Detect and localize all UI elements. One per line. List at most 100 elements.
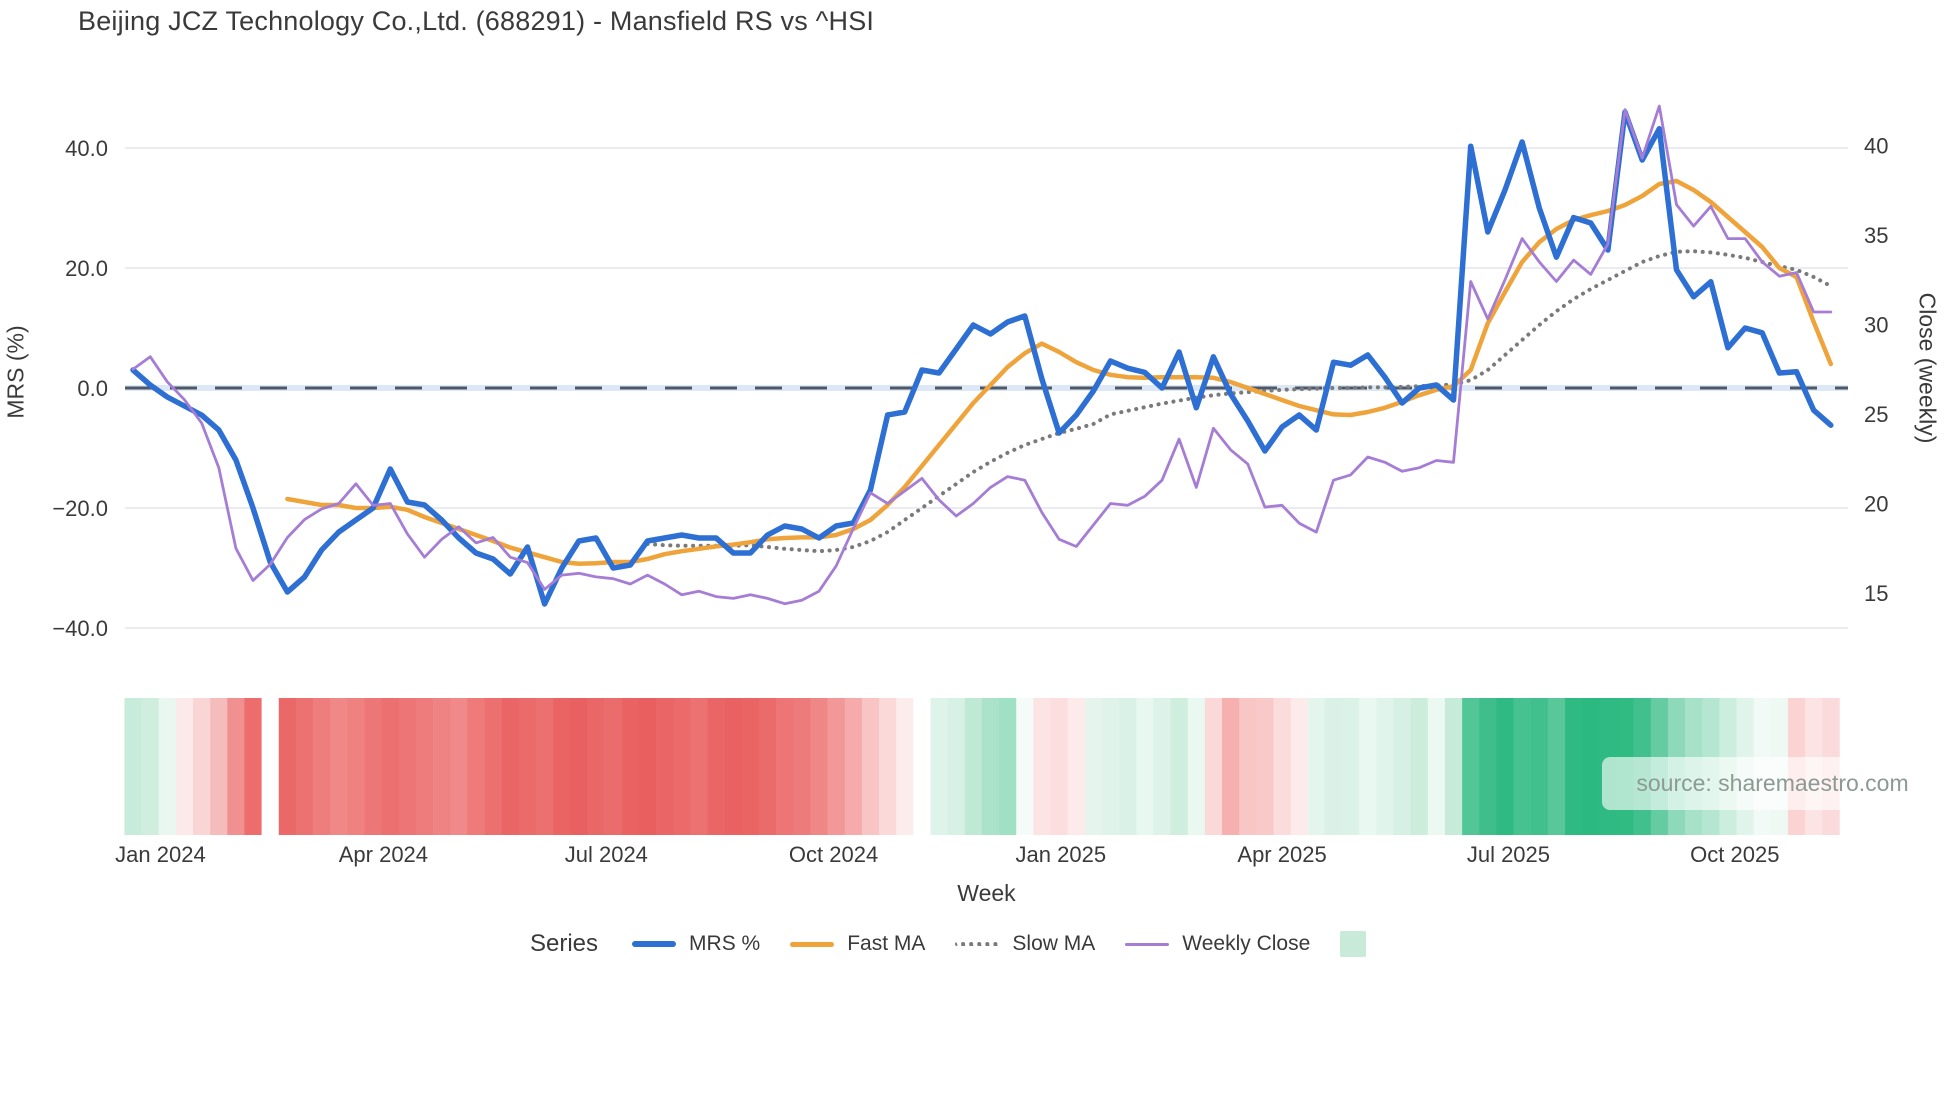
heatmap-cell (1204, 698, 1223, 835)
source-watermark: source: sharemaestro.com (1602, 757, 1943, 810)
weekly-close-line (131, 104, 1833, 606)
legend-item-fast-ma: Fast MA (790, 932, 925, 956)
y-left-tick-label: −40.0 (52, 616, 108, 641)
y-right-tick-label: 25 (1864, 402, 1888, 427)
heatmap-cell (244, 698, 262, 835)
heatmap-cell (227, 698, 245, 835)
heatmap-cell (124, 698, 142, 835)
heatmap-cell (1530, 698, 1549, 835)
heatmap-cell (1067, 698, 1086, 835)
y-axis-left-label: MRS (%) (2, 325, 29, 419)
heatmap-cell (1393, 698, 1411, 835)
heatmap-cell (964, 698, 983, 835)
heatmap-cell (1444, 698, 1463, 835)
x-tick-label: Jul 2024 (565, 842, 648, 867)
y-axis-right-label: Close (weekly) (1914, 292, 1941, 444)
heatmap-cell (381, 698, 400, 835)
legend-label-weekly-close: Weekly Close (1182, 932, 1311, 955)
heatmap-cell (879, 698, 897, 835)
x-tick-label: Oct 2024 (789, 842, 878, 867)
x-tick-label: Apr 2024 (339, 842, 428, 867)
heatmap-cell (793, 698, 811, 835)
heatmap-cell (1187, 698, 1206, 835)
heatmap-cell (1222, 698, 1240, 835)
y-right-tick-label: 20 (1864, 492, 1888, 517)
legend-item-mrs: MRS % (632, 932, 760, 956)
heatmap-cell (1290, 698, 1309, 835)
heatmap-cell (1307, 698, 1326, 835)
heatmap-cell (347, 698, 365, 835)
x-tick-label: Apr 2025 (1237, 842, 1326, 867)
heatmap-cell (690, 698, 708, 835)
heatmap-cell (193, 698, 211, 835)
heatmap-cell (1016, 698, 1034, 835)
heatmap-cell (758, 698, 777, 835)
heatmap-cell (776, 698, 794, 835)
heatmap-cell (1462, 698, 1480, 835)
legend-item-weekly-close: Weekly Close (1125, 932, 1310, 956)
heatmap-cell (1513, 698, 1532, 835)
y-left-tick-label: 0.0 (77, 376, 108, 401)
heatmap-legend-patch (1340, 931, 1367, 957)
heatmap-cell (364, 698, 382, 835)
legend-label-slow-ma: Slow MA (1012, 932, 1096, 955)
heatmap-cell (1427, 698, 1446, 835)
y-right-tick-label: 30 (1864, 313, 1888, 338)
heatmap-cell (1582, 698, 1600, 835)
heatmap-cell (518, 698, 537, 835)
source-watermark-text: source: sharemaestro.com (1636, 770, 1909, 796)
heatmap-cell (1101, 698, 1120, 835)
heatmap-cell (981, 698, 1000, 835)
legend-label-mrs: MRS % (689, 932, 761, 955)
heatmap-cell (707, 698, 725, 835)
heatmap-cell (1410, 698, 1429, 835)
heatmap-cell (501, 698, 520, 835)
heatmap-cell (947, 698, 966, 835)
heatmap-cell (450, 698, 468, 835)
heatmap-cell (570, 698, 588, 835)
heatmap-cell (896, 698, 914, 835)
heatmap-cell (398, 698, 417, 835)
heatmap-cell (1050, 698, 1068, 835)
heatmap-cell (844, 698, 863, 835)
heatmap-cell (741, 698, 760, 835)
heatmap-cell (158, 698, 177, 835)
heatmap-cell (210, 698, 228, 835)
heatmap-cell (999, 698, 1017, 835)
heatmap-cell (673, 698, 691, 835)
y-right-tick-label: 15 (1864, 581, 1888, 606)
heatmap-cell (587, 698, 605, 835)
heatmap-cell (415, 698, 434, 835)
heatmap-cell (313, 698, 331, 835)
y-right-tick-label: 35 (1864, 223, 1888, 248)
heatmap-cell (1496, 698, 1514, 835)
heatmap-cell (536, 698, 554, 835)
heatmap-cell (724, 698, 743, 835)
mrs-line (130, 109, 1834, 607)
heatmap-cell (484, 698, 503, 835)
legend: Series MRS % Fast MA Slow MA Weekly Clos… (530, 922, 1367, 966)
heatmap-cell (467, 698, 485, 835)
heatmap-cell (827, 698, 846, 835)
legend-label-fast-ma: Fast MA (847, 932, 926, 955)
heatmap-cell (1033, 698, 1051, 835)
heatmap-cell (1153, 698, 1171, 835)
legend-title: Series (530, 930, 599, 957)
heatmap-cell (1084, 698, 1103, 835)
heatmap-cell (1565, 698, 1583, 835)
heatmap-cell (1376, 698, 1394, 835)
chart-title: Beijing JCZ Technology Co.,Ltd. (688291)… (78, 6, 875, 36)
heatmap-cell (1239, 698, 1257, 835)
heatmap-cell (930, 698, 948, 835)
heatmap-cell (261, 698, 280, 835)
x-tick-label: Jan 2025 (1016, 842, 1107, 867)
heatmap-cell (1170, 698, 1189, 835)
heatmap-cell (621, 698, 640, 835)
heatmap-cell (1119, 698, 1137, 835)
heatmap-cell (1342, 698, 1360, 835)
x-axis-label: Week (957, 880, 1016, 906)
heatmap-cell (1136, 698, 1154, 835)
slow-ma-line (645, 249, 1833, 554)
